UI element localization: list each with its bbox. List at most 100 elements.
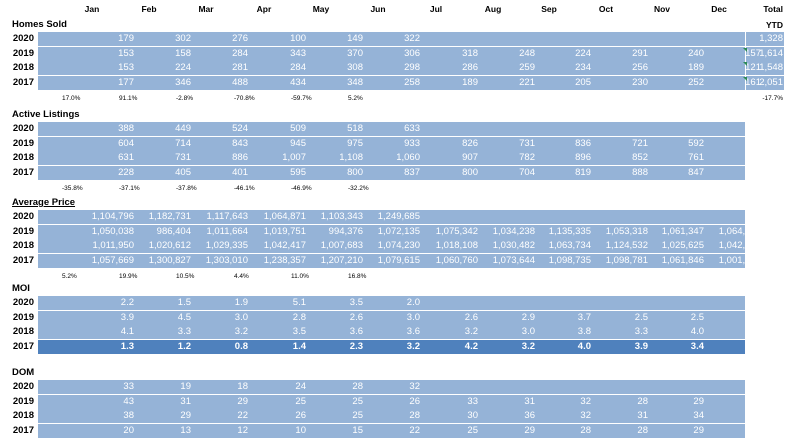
- year-label: 2017: [12, 254, 34, 266]
- data-cell: 153: [118, 62, 134, 73]
- data-cell: 509: [290, 123, 306, 134]
- data-cell: 3.2: [521, 340, 535, 352]
- data-cell: 3.8: [577, 326, 591, 337]
- data-cell: 3.9: [120, 311, 134, 323]
- row-band: [38, 75, 745, 90]
- data-cell: 731: [175, 152, 191, 163]
- data-cell: 1,011,664: [206, 225, 248, 237]
- data-cell: 1.2: [177, 340, 191, 352]
- data-cell: 1,073,644: [492, 254, 535, 266]
- data-cell: 1,249,685: [377, 211, 420, 222]
- data-cell: 19: [180, 381, 191, 392]
- total-header: Total: [763, 4, 783, 14]
- data-cell: 352: [745, 137, 761, 149]
- data-cell: 1,072,135: [377, 225, 420, 237]
- data-cell: 1,303,010: [205, 254, 248, 266]
- data-cell: 3.5: [349, 297, 363, 308]
- data-cell: 1.9: [234, 297, 248, 308]
- year-label: 2017: [12, 76, 34, 88]
- data-cell: 975: [347, 137, 363, 149]
- data-cell: 886: [232, 152, 248, 163]
- data-cell: 234: [575, 62, 591, 73]
- month-header: Jul: [429, 4, 443, 14]
- data-cell: 896: [575, 152, 591, 163]
- row-band: [38, 224, 745, 239]
- section-title: MOI: [12, 283, 30, 294]
- data-cell: 25: [352, 410, 363, 421]
- total-band: [746, 61, 784, 75]
- data-cell: 153: [118, 47, 134, 59]
- data-cell: 800: [462, 166, 478, 178]
- data-cell: 1,042,417: [263, 240, 306, 251]
- data-cell: 29: [180, 410, 191, 421]
- data-cell: 230: [632, 76, 648, 88]
- data-cell: 1,064,871: [263, 211, 306, 222]
- month-header: May: [312, 4, 330, 14]
- data-cell: 20: [123, 424, 134, 436]
- data-cell: 2.5: [690, 311, 704, 323]
- data-cell: 592: [688, 137, 704, 149]
- percent-change-total: -17.7%: [762, 95, 783, 102]
- data-cell: 1,075,342: [435, 225, 478, 237]
- percent-change: 17.0%: [62, 95, 81, 102]
- data-cell: 177: [118, 76, 134, 88]
- data-cell: 3.6: [406, 326, 420, 337]
- total-band: [746, 75, 784, 90]
- data-cell: 1,011,950: [92, 240, 134, 251]
- data-cell: 13: [180, 424, 191, 436]
- total-cell: 1,328: [759, 33, 783, 44]
- data-cell: 179: [118, 33, 134, 44]
- data-cell: 1,007,683: [320, 240, 363, 251]
- percent-change: -37.1%: [119, 185, 140, 192]
- year-label: 2019: [12, 137, 34, 149]
- month-header: Aug: [484, 4, 502, 14]
- cell-comment-marker-icon: [743, 76, 747, 81]
- data-cell: 0.8: [234, 340, 248, 352]
- month-header: Jun: [370, 4, 386, 14]
- data-cell: 1,060: [396, 152, 420, 163]
- data-cell: 986,404: [156, 225, 191, 237]
- data-cell: 714: [175, 137, 191, 149]
- data-cell: 3.4: [690, 340, 704, 352]
- year-label: 2019: [12, 47, 34, 59]
- percent-change: -2.8%: [176, 95, 193, 102]
- data-cell: 28: [409, 410, 420, 421]
- data-cell: 1,019,751: [263, 225, 306, 237]
- data-cell: 1.3: [120, 340, 134, 352]
- data-cell: 631: [118, 152, 134, 163]
- section-title: DOM: [12, 367, 35, 378]
- row-band: [38, 165, 745, 180]
- total-cell: 1,548: [759, 62, 783, 73]
- data-cell: 2.6: [349, 311, 363, 323]
- data-cell: 449: [175, 123, 191, 134]
- data-cell: 33: [467, 395, 478, 407]
- data-cell: 161: [745, 76, 761, 88]
- data-cell: 595: [290, 166, 306, 178]
- year-label: 2017: [12, 340, 34, 352]
- percent-change: -32.2%: [348, 185, 369, 192]
- year-label: 2019: [12, 311, 34, 323]
- data-cell: 2.0: [406, 297, 420, 308]
- data-cell: 625: [745, 166, 761, 178]
- data-cell: 731: [519, 137, 535, 149]
- data-cell: 1,057,669: [91, 254, 134, 266]
- data-cell: 704: [519, 166, 535, 178]
- data-cell: 224: [175, 62, 191, 73]
- data-cell: 1,025,625: [661, 240, 704, 251]
- data-cell: 22: [237, 410, 248, 421]
- data-cell: 852: [632, 152, 648, 163]
- data-cell: 1,300,827: [148, 254, 191, 266]
- data-cell: 2.2: [747, 311, 761, 323]
- highlight-row-band: [38, 339, 745, 354]
- total-cell: 1,614: [759, 47, 783, 59]
- data-cell: 518: [347, 123, 363, 134]
- data-cell: 388: [118, 123, 134, 134]
- data-cell: 488: [232, 76, 248, 88]
- data-cell: 3.2: [234, 326, 248, 337]
- row-band: [38, 423, 745, 438]
- year-label: 2020: [12, 33, 34, 44]
- data-cell: 29: [524, 424, 535, 436]
- data-cell: 298: [404, 62, 420, 73]
- data-cell: 322: [404, 33, 420, 44]
- data-cell: 5.1: [292, 297, 306, 308]
